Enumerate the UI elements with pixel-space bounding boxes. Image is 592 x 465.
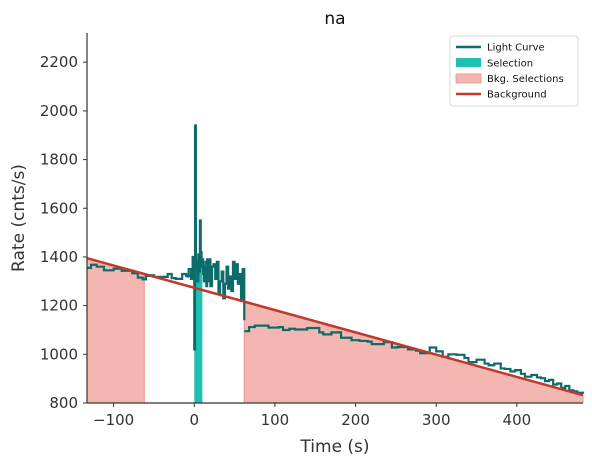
light-curve-pre-burst [87,263,196,281]
legend-swatch-bkg-selections [455,73,482,84]
y-tick-label: 800 [49,394,78,412]
x-axis-ticks: −100 0 100 200 300 400 [93,403,531,429]
light-curve-series [87,124,585,394]
axes [86,33,583,404]
legend-label-bkg-selections: Bkg. Selections [487,74,564,85]
y-tick-label: 2000 [40,102,78,120]
background-model-series [86,256,584,397]
legend-box [449,35,579,107]
x-tick-label: 400 [503,411,532,429]
y-tick-label: 2200 [40,53,78,71]
bkg-selection-areas [86,257,584,404]
legend-label-selection: Selection [487,59,533,70]
y-tick-label: 1400 [40,248,78,266]
chart-title: na [324,9,345,29]
x-tick-label: 300 [422,411,451,429]
legend-label-background: Background [487,90,547,101]
y-axis-label: Rate (cnts/s) [9,164,29,272]
light-curve-burst [186,124,246,351]
x-tick-label: 0 [189,411,199,429]
y-tick-label: 1000 [40,345,78,363]
background-model-line [86,256,584,397]
x-tick-label: 200 [341,411,370,429]
x-tick-label: 100 [261,411,290,429]
y-axis-ticks: 800 1000 1200 1400 1600 1800 2000 2200 [40,53,87,412]
legend-label-light-curve: Light Curve [487,43,545,54]
y-tick-label: 1800 [40,151,78,169]
y-tick-label: 1600 [40,199,78,217]
legend-swatch-selection [456,58,481,67]
x-tick-label: −100 [93,411,134,429]
light-curve-post-burst [244,324,585,394]
bkg-selection-area-1 [86,257,145,404]
legend: Light Curve Selection Bkg. Selections Ba… [449,35,579,107]
y-tick-label: 1200 [40,297,78,315]
x-axis-label: Time (s) [299,437,369,457]
